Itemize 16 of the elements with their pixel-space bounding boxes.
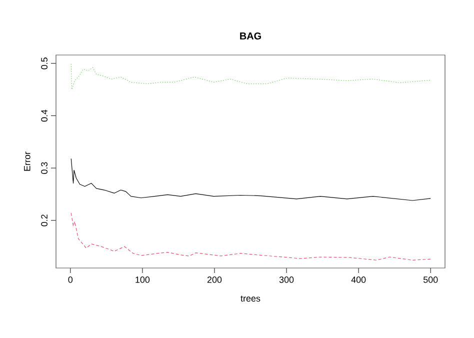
line-series (70, 158, 431, 201)
x-tick-label: 300 (279, 276, 294, 283)
x-tick-label: 500 (423, 276, 438, 283)
line-series (70, 64, 431, 90)
y-tick-label: 0.5 (41, 58, 48, 70)
x-tick-label: 100 (136, 276, 150, 283)
y-tick-label: 0.2 (41, 214, 48, 226)
y-tick-label: 0.3 (41, 162, 48, 174)
x-tick-label: 0 (68, 276, 73, 283)
chart-title: BAG (240, 32, 261, 40)
y-axis-title: Error (24, 152, 30, 171)
y-tick-label: 0.4 (41, 110, 48, 122)
x-axis-title: trees (240, 296, 260, 302)
x-tick-label: 200 (207, 276, 222, 283)
line-series (70, 212, 431, 260)
x-tick-label: 400 (351, 276, 366, 283)
